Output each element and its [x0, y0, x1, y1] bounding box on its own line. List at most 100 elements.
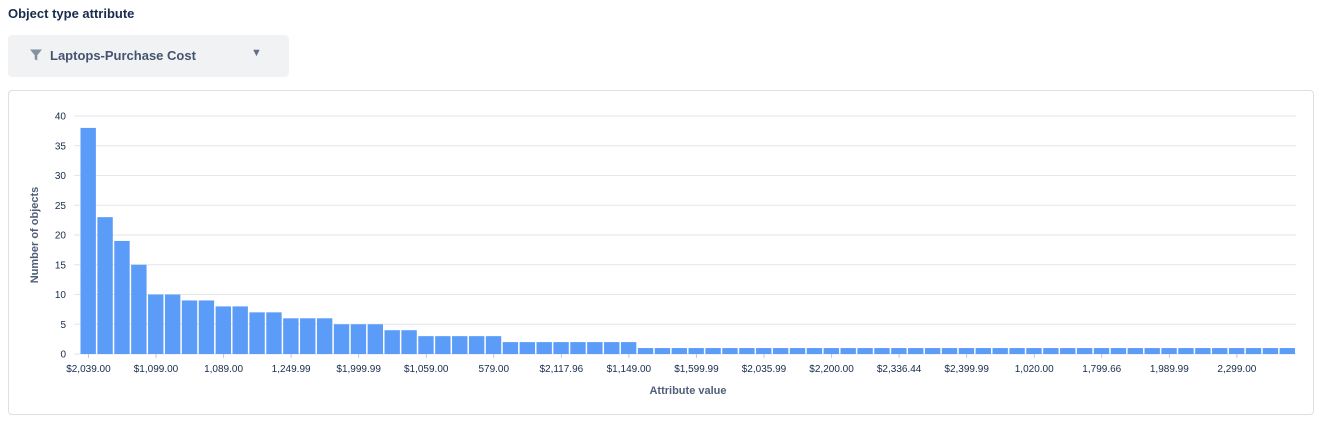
- histogram-bar: [637, 348, 654, 354]
- histogram-bar: [519, 342, 535, 354]
- histogram-bar: [806, 348, 823, 354]
- x-tick-label: $1,099.00: [134, 364, 179, 375]
- histogram-bar: [367, 324, 383, 354]
- histogram-bar: [1245, 348, 1262, 354]
- histogram-bar: [114, 240, 130, 354]
- histogram-bar: [502, 342, 519, 354]
- histogram-bar: [958, 348, 975, 354]
- histogram-bar: [1043, 348, 1059, 354]
- histogram-bar: [148, 294, 164, 354]
- x-tick-label: $2,039.00: [66, 364, 111, 375]
- histogram-bar: [587, 342, 603, 354]
- histogram-bar: [198, 300, 215, 354]
- histogram-bar: [941, 348, 958, 354]
- histogram-bar: [131, 264, 147, 354]
- filter-icon: [30, 49, 42, 61]
- y-tick-label: 40: [55, 112, 67, 123]
- histogram-bar: [1009, 348, 1025, 354]
- histogram-bar: [249, 312, 265, 354]
- x-tick-label: $1,059.00: [404, 364, 449, 375]
- histogram-bar: [1178, 348, 1194, 354]
- histogram-bar: [468, 336, 485, 354]
- x-tick-label: $1,149.00: [607, 364, 652, 375]
- histogram-bar: [1195, 348, 1211, 354]
- x-tick-label: $2,336.44: [877, 364, 922, 375]
- histogram-bar: [536, 342, 552, 354]
- histogram-bar: [1127, 348, 1143, 354]
- histogram-bar: [671, 348, 687, 354]
- x-tick-label: 1,799.66: [1082, 364, 1121, 375]
- x-tick-label: 1,249.99: [272, 364, 311, 375]
- x-tick-label: $2,117.96: [539, 364, 583, 375]
- histogram-bar: [1161, 348, 1177, 354]
- y-tick-label: 10: [55, 290, 67, 301]
- x-tick-label: 1,989.99: [1150, 364, 1189, 375]
- histogram-bar: [1262, 348, 1279, 354]
- histogram-bar: [401, 330, 417, 354]
- histogram-bar: [300, 318, 316, 354]
- x-tick-label: $2,200.00: [809, 364, 854, 375]
- histogram-bar: [80, 127, 96, 355]
- histogram-bar: [772, 348, 789, 354]
- histogram-bar: [722, 348, 738, 354]
- histogram-bar: [705, 348, 721, 354]
- histogram-bar: [266, 312, 282, 354]
- x-axis-title: Attribute value: [649, 385, 726, 397]
- histogram-bar: [384, 330, 400, 354]
- y-tick-label: 0: [60, 350, 66, 361]
- histogram-bar: [418, 336, 434, 354]
- histogram-bar: [908, 348, 924, 354]
- histogram-bar: [1093, 348, 1110, 354]
- filter-value: Laptops-Purchase Cost: [50, 48, 196, 63]
- histogram-bar: [840, 348, 856, 354]
- histogram-bar: [823, 348, 839, 354]
- histogram-bar: [891, 348, 907, 354]
- histogram-bar: [97, 217, 113, 354]
- histogram-bar: [1144, 348, 1160, 354]
- chevron-down-icon: ▼: [251, 47, 262, 59]
- y-tick-label: 20: [55, 231, 67, 242]
- histogram-bar: [992, 348, 1008, 354]
- y-tick-label: 5: [60, 320, 66, 331]
- histogram-bar: [1060, 348, 1076, 354]
- x-tick-label: $1,999.99: [336, 364, 381, 375]
- histogram-bar: [789, 348, 806, 354]
- histogram-bar: [975, 348, 991, 354]
- x-tick-label: $1,599.99: [674, 364, 719, 375]
- histogram-bar: [756, 348, 772, 354]
- histogram-bar: [333, 324, 350, 354]
- histogram-bar: [1212, 348, 1228, 354]
- y-tick-label: 35: [55, 141, 67, 152]
- histogram-bar: [620, 342, 637, 354]
- histogram-bar: [164, 294, 181, 354]
- histogram-chart: 0 5 10 15 20 25 30 35 40 $2,039.00 $1,099.00 1,089.…: [29, 112, 1296, 397]
- histogram-bar: [181, 300, 198, 354]
- y-axis-title: Number of objects: [29, 187, 41, 284]
- histogram-bar: [1279, 348, 1295, 354]
- histogram-bar: [350, 324, 367, 354]
- chart-card: 0 5 10 15 20 25 30 35 40 $2,039.00 $1,099.00 1,089.…: [8, 90, 1314, 415]
- histogram-bar: [1228, 348, 1245, 354]
- x-tick-label: $2,035.99: [742, 364, 787, 375]
- histogram-bar: [857, 348, 873, 354]
- histogram-bar: [316, 318, 333, 354]
- y-tick-label: 25: [55, 201, 67, 212]
- x-tick-label: $2,399.99: [944, 364, 989, 375]
- histogram-bar: [232, 306, 248, 354]
- histogram-bar: [452, 336, 468, 354]
- x-tick-label: 579.00: [478, 364, 509, 375]
- histogram-bar: [283, 318, 299, 354]
- histogram-bar: [654, 348, 671, 354]
- histogram-bar: [924, 348, 941, 354]
- attribute-filter-select[interactable]: Laptops-Purchase Cost ▼: [8, 35, 289, 77]
- x-tick-label: 1,089.00: [204, 364, 243, 375]
- histogram-bar: [1026, 348, 1042, 354]
- histogram-bar: [604, 342, 620, 354]
- histogram-bar: [570, 342, 586, 354]
- histogram-bar: [1110, 348, 1127, 354]
- section-title: Object type attribute: [8, 6, 135, 21]
- x-tick-label: 2,299.00: [1217, 364, 1256, 375]
- histogram-bar: [215, 306, 231, 354]
- histogram-bar: [739, 348, 755, 354]
- histogram-bar: [553, 342, 569, 354]
